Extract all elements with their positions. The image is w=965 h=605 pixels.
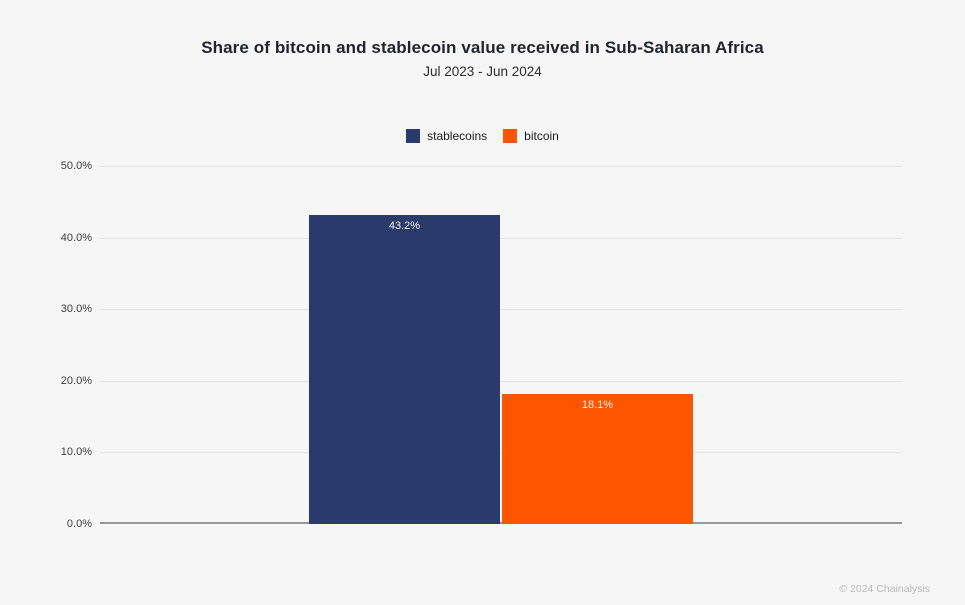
legend-label: stablecoins — [427, 129, 488, 143]
gridline — [100, 237, 902, 239]
chart-subtitle: Jul 2023 - Jun 2024 — [423, 64, 542, 79]
gridline — [100, 309, 902, 311]
legend-item-stablecoins[interactable]: stablecoins — [406, 129, 487, 143]
plot-area: 0.0% 10.0% 20.0% 30.0% 40.0% 50.0% 43.2% 18.1% — [61, 160, 902, 530]
legend-item-bitcoin[interactable]: bitcoin — [503, 129, 559, 143]
bar-stablecoins: 43.2% — [309, 214, 500, 524]
legend-label: bitcoin — [524, 129, 559, 143]
gridline — [100, 166, 902, 167]
bar-bitcoin: 18.1% — [502, 394, 693, 524]
y-axis-tick-label: 0.0% — [66, 518, 92, 530]
x-axis-line — [100, 522, 902, 524]
bar-value-label: 43.2% — [388, 219, 421, 232]
gridline — [100, 452, 902, 454]
y-axis-tick-label: 30.0% — [60, 303, 92, 316]
y-axis-tick-label: 40.0% — [60, 231, 92, 244]
copyright-text: © 2024 Chainalysis — [839, 583, 930, 595]
chart-title: Share of bitcoin and stablecoin value re… — [201, 38, 764, 57]
y-axis-tick-label: 20.0% — [60, 374, 92, 387]
y-axis-tick-label: 10.0% — [60, 446, 92, 459]
legend-swatch-icon — [406, 129, 421, 143]
legend-swatch-icon — [503, 129, 518, 143]
gridline — [100, 380, 902, 382]
legend: stablecoins bitcoin — [0, 129, 965, 143]
y-axis-tick-label: 50.0% — [60, 160, 92, 172]
bar-value-label: 18.1% — [581, 399, 614, 412]
